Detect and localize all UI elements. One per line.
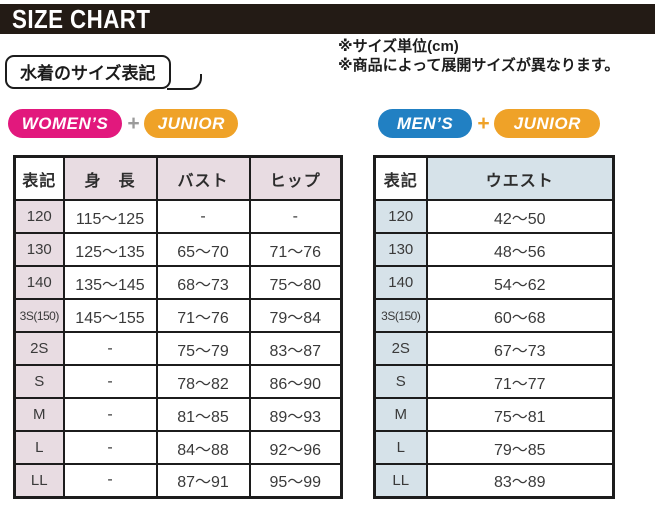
range-cell: 89〜93 [248, 397, 343, 432]
range-cell: 86〜90 [248, 364, 343, 399]
table-row: M -81〜85 89〜93 [13, 397, 343, 432]
range-cell: - [62, 463, 158, 498]
table-row: S -78〜82 86〜90 [13, 364, 343, 399]
size-label-cell: 130 [373, 232, 428, 267]
range-cell: 78〜82 [155, 364, 251, 399]
plus-icon: + [127, 112, 140, 135]
table-row: L -84〜88 92〜96 [13, 430, 343, 465]
range-cell: 95〜99 [248, 463, 343, 498]
table-row: LL 83〜89 [373, 463, 615, 498]
range-cell: 71〜77 [425, 364, 615, 399]
size-label-cell: S [13, 364, 65, 399]
range-cell: 83〜87 [248, 331, 343, 366]
table-row: 140 135〜145 68〜73 75〜80 [13, 265, 343, 300]
range-cell: 71〜76 [155, 298, 251, 333]
column-header: ウエスト [425, 155, 615, 201]
badge-group-mens-junior: MEN’S + JUNIOR [378, 109, 601, 138]
range-cell: 54〜62 [425, 265, 615, 300]
junior-badge: JUNIOR [494, 109, 601, 138]
range-cell: 65〜70 [155, 232, 251, 267]
range-cell: - [248, 199, 343, 234]
size-label-cell: 120 [373, 199, 428, 234]
size-label-cell: 120 [13, 199, 65, 234]
table-row: 120 115〜125- - [13, 199, 343, 234]
range-cell: 67〜73 [425, 331, 615, 366]
range-cell: 83〜89 [425, 463, 615, 498]
size-label-cell: 140 [373, 265, 428, 300]
size-label-cell: LL [13, 463, 65, 498]
header-row: 表記身 長バスト ヒップ [13, 155, 343, 201]
badge-group-womens-junior: WOMEN’S + JUNIOR [8, 109, 239, 138]
column-header: バスト [155, 155, 251, 201]
range-cell: 145〜155 [62, 298, 158, 333]
table-row: S 71〜77 [373, 364, 615, 399]
table-row: 2S 67〜73 [373, 331, 615, 366]
table-row: 130 48〜56 [373, 232, 615, 267]
size-label-cell: L [13, 430, 65, 465]
range-cell: 92〜96 [248, 430, 343, 465]
range-cell: - [62, 430, 158, 465]
table-row: 120 42〜50 [373, 199, 615, 234]
table-row: M 75〜81 [373, 397, 615, 432]
range-cell: 71〜76 [248, 232, 343, 267]
range-cell: 81〜85 [155, 397, 251, 432]
range-cell: 48〜56 [425, 232, 615, 267]
mens-badge: MEN’S [378, 109, 472, 138]
table-row: LL -87〜91 95〜99 [13, 463, 343, 498]
section-label: 水着のサイズ表記 [5, 55, 201, 90]
size-label-cell: M [13, 397, 65, 432]
range-cell: 75〜80 [248, 265, 343, 300]
junior-badge: JUNIOR [144, 109, 239, 138]
size-notes: ※サイズ単位(cm) ※商品によって展開サイズが異なります。 [338, 37, 648, 75]
size-label-cell: 2S [13, 331, 65, 366]
range-cell: 84〜88 [155, 430, 251, 465]
size-label-cell: LL [373, 463, 428, 498]
note-unit: ※サイズ単位(cm) [338, 38, 459, 55]
plus-icon: + [477, 112, 490, 135]
size-label-cell: M [373, 397, 428, 432]
table-row: L 79〜85 [373, 430, 615, 465]
size-label-cell: L [373, 430, 428, 465]
womens-size-table: 表記身 長バスト ヒップ 120 115〜125- -130 125〜135 65〜70 7… [13, 155, 343, 499]
table-row: 140 54〜62 [373, 265, 615, 300]
range-cell: 75〜81 [425, 397, 615, 432]
table-row: 3S(150) 145〜155 71〜76 79〜84 [13, 298, 343, 333]
range-cell: 135〜145 [62, 265, 158, 300]
range-cell: 42〜50 [425, 199, 615, 234]
range-cell: - [62, 397, 158, 432]
range-cell: 68〜73 [155, 265, 251, 300]
note-availability: ※商品によって展開サイズが異なります。 [338, 57, 620, 74]
range-cell: - [62, 331, 158, 366]
column-header: 表記 [373, 155, 428, 201]
womens-badge: WOMEN’S [8, 109, 122, 138]
header-row: 表記 ウエスト [373, 155, 615, 201]
range-cell: 75〜79 [155, 331, 251, 366]
column-header: 表記 [13, 155, 65, 201]
range-cell: - [155, 199, 251, 234]
page-title: SIZE CHART [12, 3, 151, 34]
table-row: 2S -75〜79 83〜87 [13, 331, 343, 366]
size-label-cell: 130 [13, 232, 65, 267]
range-cell: 87〜91 [155, 463, 251, 498]
size-label-cell: 3S(150) [373, 298, 428, 333]
column-header: ヒップ [248, 155, 343, 201]
range-cell: 60〜68 [425, 298, 615, 333]
table-row: 3S(150) 60〜68 [373, 298, 615, 333]
range-cell: 79〜85 [425, 430, 615, 465]
size-label-cell: S [373, 364, 428, 399]
size-label-cell: 140 [13, 265, 65, 300]
table-row: 130 125〜135 65〜70 71〜76 [13, 232, 343, 267]
title-bar: SIZE CHART [0, 4, 655, 34]
range-cell: - [62, 364, 158, 399]
range-cell: 115〜125 [62, 199, 158, 234]
mens-size-table: 表記 ウエスト 120 42〜50 130 48〜56 140 54〜62 3S(150) 60… [373, 155, 615, 499]
column-header: 身 長 [62, 155, 158, 201]
range-cell: 79〜84 [248, 298, 343, 333]
size-label-cell: 2S [373, 331, 428, 366]
size-label-cell: 3S(150) [13, 298, 65, 333]
range-cell: 125〜135 [62, 232, 158, 267]
